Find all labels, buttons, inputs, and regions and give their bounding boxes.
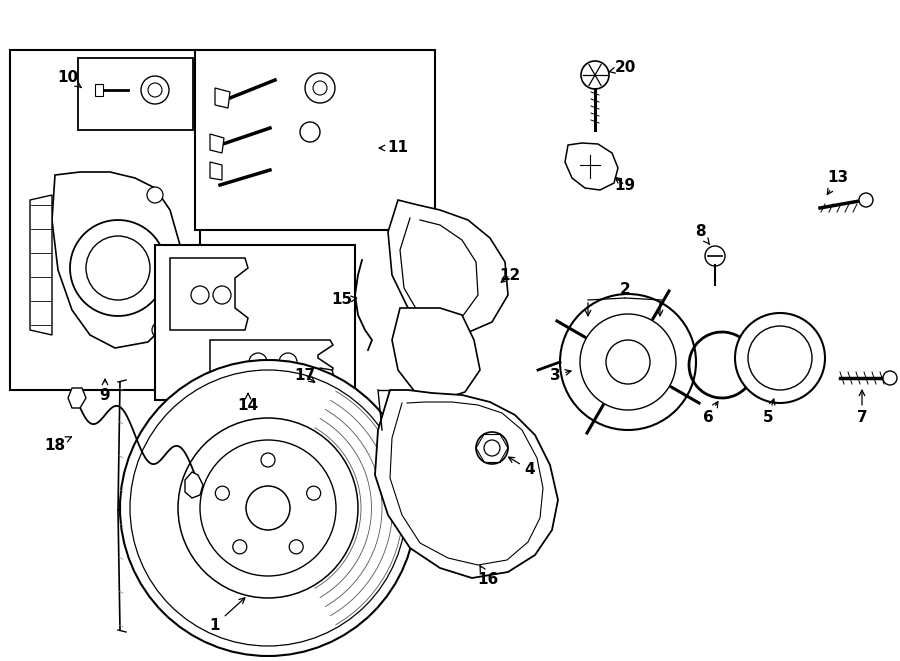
Circle shape	[859, 193, 873, 207]
Circle shape	[191, 286, 209, 304]
Circle shape	[261, 453, 275, 467]
Polygon shape	[375, 390, 558, 578]
Text: 4: 4	[508, 457, 536, 477]
Text: 9: 9	[100, 379, 111, 403]
Polygon shape	[392, 308, 480, 400]
Polygon shape	[68, 388, 86, 408]
Circle shape	[200, 440, 336, 576]
Circle shape	[705, 246, 725, 266]
Text: 20: 20	[608, 61, 635, 75]
Circle shape	[141, 76, 169, 104]
Polygon shape	[30, 195, 52, 335]
Text: 19: 19	[615, 178, 635, 192]
Text: 12: 12	[500, 268, 520, 282]
Bar	[10, 50, 200, 390]
Text: 15: 15	[331, 293, 356, 307]
Circle shape	[560, 294, 696, 430]
Circle shape	[883, 371, 897, 385]
Polygon shape	[210, 340, 333, 382]
Polygon shape	[210, 162, 222, 180]
Circle shape	[215, 486, 230, 500]
Circle shape	[581, 61, 609, 89]
Circle shape	[300, 122, 320, 142]
Circle shape	[246, 486, 290, 530]
Polygon shape	[388, 200, 508, 335]
Circle shape	[279, 353, 297, 371]
Polygon shape	[52, 172, 182, 348]
Text: 14: 14	[238, 393, 258, 412]
Circle shape	[735, 313, 825, 403]
Text: 2: 2	[619, 282, 630, 297]
Circle shape	[249, 353, 267, 371]
Circle shape	[580, 314, 676, 410]
Text: 5: 5	[762, 399, 775, 426]
Circle shape	[289, 540, 303, 554]
Polygon shape	[215, 88, 230, 108]
Text: 1: 1	[210, 598, 245, 633]
Bar	[195, 50, 435, 230]
Circle shape	[476, 432, 508, 464]
Circle shape	[307, 486, 320, 500]
Circle shape	[148, 83, 162, 97]
Text: 7: 7	[857, 390, 868, 426]
Text: 16: 16	[477, 566, 499, 588]
Circle shape	[178, 418, 358, 598]
Circle shape	[86, 236, 150, 300]
Circle shape	[305, 73, 335, 103]
Text: 8: 8	[695, 225, 709, 245]
Circle shape	[120, 360, 416, 656]
Text: 3: 3	[550, 368, 571, 383]
Polygon shape	[312, 368, 335, 388]
Text: 13: 13	[827, 171, 849, 194]
Text: 10: 10	[58, 71, 81, 88]
Polygon shape	[95, 84, 103, 96]
Circle shape	[152, 322, 168, 338]
Circle shape	[130, 370, 406, 646]
Text: 17: 17	[294, 368, 316, 383]
Circle shape	[313, 81, 327, 95]
Bar	[155, 245, 355, 400]
Circle shape	[484, 440, 500, 456]
Circle shape	[213, 286, 231, 304]
Text: 11: 11	[379, 141, 409, 155]
Circle shape	[606, 340, 650, 384]
Polygon shape	[170, 258, 248, 330]
Bar	[78, 58, 193, 130]
Polygon shape	[210, 134, 224, 153]
Polygon shape	[185, 472, 203, 498]
Circle shape	[70, 220, 166, 316]
Text: 18: 18	[44, 437, 71, 453]
Circle shape	[147, 187, 163, 203]
Circle shape	[233, 540, 247, 554]
Text: 6: 6	[703, 402, 718, 426]
Polygon shape	[565, 143, 618, 190]
Circle shape	[748, 326, 812, 390]
